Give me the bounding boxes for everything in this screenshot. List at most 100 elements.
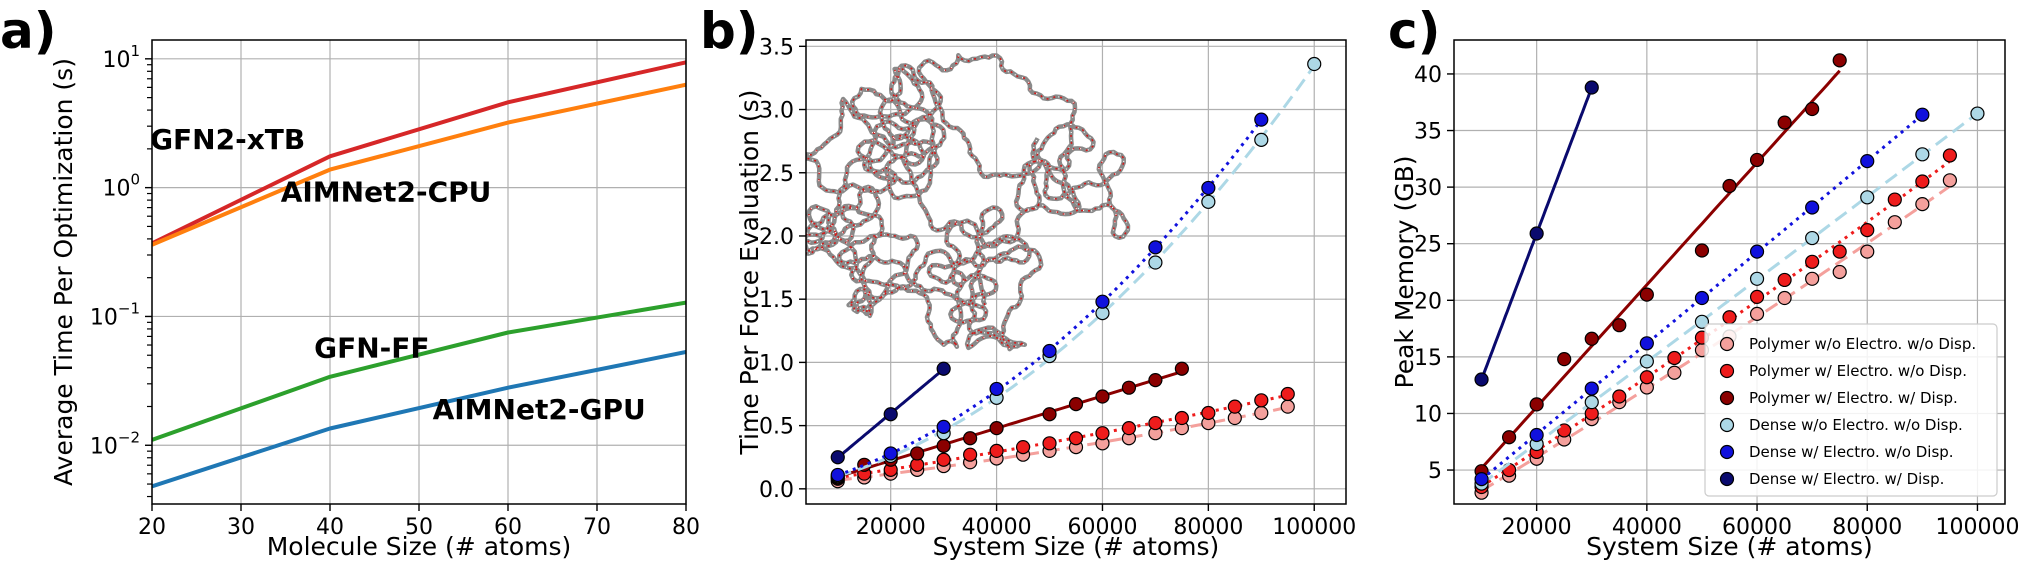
legend-marker bbox=[1719, 363, 1735, 379]
y-tick-label: 2.0 bbox=[759, 225, 794, 250]
data-point bbox=[1121, 421, 1137, 436]
data-point bbox=[1201, 194, 1216, 209]
data-point bbox=[1529, 427, 1544, 443]
data-point bbox=[1121, 380, 1137, 395]
y-tick-label: 5 bbox=[1428, 459, 1442, 484]
data-point bbox=[1722, 310, 1737, 325]
x-tick-label: 80000 bbox=[1832, 515, 1902, 540]
x-axis-label: System Size (# atoms) bbox=[1586, 532, 1873, 561]
data-point bbox=[1042, 407, 1057, 422]
series-group bbox=[1474, 53, 1985, 500]
data-point bbox=[1584, 381, 1599, 396]
data-point bbox=[1667, 365, 1682, 380]
data-point bbox=[1805, 101, 1820, 117]
data-point bbox=[1280, 386, 1295, 402]
y-tick-label: 35 bbox=[1414, 120, 1442, 145]
x-tick-label: 50 bbox=[405, 515, 433, 540]
y-tick-base: 10 bbox=[90, 305, 118, 330]
data-point bbox=[1970, 106, 1985, 121]
data-point bbox=[1887, 215, 1902, 230]
polymer-inset-image bbox=[806, 53, 1131, 352]
data-point bbox=[1474, 372, 1489, 387]
data-point bbox=[1915, 174, 1930, 189]
x-tick-label: 60000 bbox=[1067, 515, 1137, 540]
data-point bbox=[1749, 271, 1765, 286]
data-point bbox=[936, 452, 951, 467]
y-tick-label: 10−2 bbox=[90, 428, 140, 459]
data-point bbox=[1639, 287, 1654, 302]
data-point bbox=[883, 446, 898, 461]
y-tick-base: 10 bbox=[102, 177, 130, 202]
data-point bbox=[1860, 153, 1875, 169]
legend-entry: Dense w/ Electro. w/o Disp. bbox=[1749, 443, 1954, 461]
data-point bbox=[1749, 306, 1765, 321]
data-point bbox=[936, 438, 951, 453]
data-point bbox=[1557, 352, 1572, 367]
data-point bbox=[1307, 56, 1322, 72]
data-point bbox=[1042, 343, 1057, 359]
series-line bbox=[152, 350, 686, 489]
data-point bbox=[1227, 399, 1242, 414]
y-tick-label: 100 bbox=[102, 171, 140, 202]
data-point bbox=[1942, 148, 1958, 163]
x-tick-label: 20000 bbox=[856, 515, 926, 540]
data-point bbox=[1667, 350, 1682, 366]
y-tick-label: 101 bbox=[102, 42, 140, 73]
data-point bbox=[1860, 223, 1875, 238]
panel-b: b) 20000 40000 60000 80000 100000 0.0 0.5 1.0 1.5… bbox=[700, 2, 1356, 561]
y-tick-label: 0.5 bbox=[759, 415, 794, 440]
data-point bbox=[1529, 226, 1544, 241]
data-point bbox=[1942, 173, 1958, 188]
data-point bbox=[1860, 190, 1875, 205]
polymer-backbone bbox=[806, 53, 1131, 352]
data-point bbox=[1201, 405, 1216, 421]
panel-letter: c) bbox=[1388, 2, 1441, 60]
series-label: GFN2-xTB bbox=[150, 123, 305, 156]
data-point bbox=[1805, 254, 1820, 269]
series-label: GFN-FF bbox=[314, 332, 429, 365]
series-fit-line bbox=[1480, 112, 1979, 486]
series-label: AIMNet2-GPU bbox=[433, 393, 646, 426]
data-point bbox=[989, 443, 1004, 458]
data-point bbox=[1749, 244, 1765, 259]
data-point bbox=[1915, 196, 1930, 212]
legend-marker bbox=[1719, 417, 1735, 433]
data-point bbox=[1639, 336, 1654, 351]
data-point bbox=[1805, 230, 1820, 246]
y-tick-label: 10 bbox=[1414, 402, 1442, 427]
data-point bbox=[1639, 370, 1654, 385]
x-tick-label: 40 bbox=[316, 515, 344, 540]
y-tick-label: 2.5 bbox=[759, 162, 794, 187]
series-fit-line bbox=[837, 405, 1289, 482]
data-point bbox=[1612, 389, 1627, 404]
series-group bbox=[830, 56, 1322, 489]
data-point bbox=[1777, 115, 1792, 130]
data-point bbox=[1612, 318, 1627, 333]
data-point bbox=[936, 419, 951, 434]
legend-marker bbox=[1719, 390, 1735, 406]
data-point bbox=[1254, 405, 1269, 421]
y-tick-label: 3.5 bbox=[759, 35, 794, 60]
data-point bbox=[1068, 397, 1084, 412]
data-point bbox=[1777, 272, 1792, 288]
y-tick-label: 3.0 bbox=[759, 99, 794, 124]
x-tick-label: 20 bbox=[138, 515, 166, 540]
data-point bbox=[1280, 399, 1295, 414]
plot-frame bbox=[805, 39, 1347, 505]
data-point bbox=[1777, 290, 1792, 306]
data-point bbox=[1584, 80, 1599, 95]
data-point bbox=[1832, 244, 1847, 259]
y-tick-exponent: −2 bbox=[118, 428, 140, 446]
legend-entry: Dense w/o Electro. w/o Disp. bbox=[1749, 416, 1963, 434]
minor-ticks bbox=[147, 64, 152, 498]
data-point bbox=[1015, 440, 1031, 455]
y-tick-label: 0.0 bbox=[759, 478, 794, 503]
data-point bbox=[936, 361, 951, 376]
legend-entry: Polymer w/ Electro. w/o Disp. bbox=[1749, 362, 1967, 380]
data-point bbox=[1254, 112, 1269, 127]
legend: Polymer w/o Electro. w/o Disp. Polymer w/… bbox=[1704, 323, 1998, 497]
data-point bbox=[1694, 290, 1710, 306]
